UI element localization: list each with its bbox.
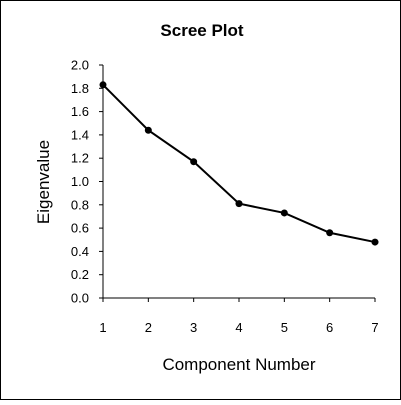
data-point bbox=[235, 200, 243, 208]
ticks-group: 0.0 0.2 0.4 0.6 0.8 1.0 1.2 1.4 1.6 1.8 2.0 1 2 3 4 5 6 7 bbox=[71, 58, 379, 336]
y-axis-label: Eigenvalue bbox=[34, 140, 53, 224]
data-point bbox=[326, 229, 334, 237]
y-tick-label: 0.2 bbox=[71, 267, 89, 282]
y-tick-label: 2.0 bbox=[71, 58, 89, 73]
y-tick-label: 1.2 bbox=[71, 151, 89, 166]
data-point bbox=[280, 209, 288, 217]
data-point bbox=[190, 158, 198, 166]
x-tick-label: 2 bbox=[145, 320, 152, 335]
y-tick-label: 0.0 bbox=[71, 291, 89, 306]
x-tick-label: 4 bbox=[235, 320, 242, 335]
y-tick-label: 1.4 bbox=[71, 127, 89, 142]
y-tick-label: 0.4 bbox=[71, 244, 89, 259]
data-point bbox=[371, 238, 379, 246]
x-tick-label: 5 bbox=[281, 320, 288, 335]
data-point bbox=[99, 81, 107, 89]
x-tick-label: 7 bbox=[371, 320, 378, 335]
y-tick-label: 1.0 bbox=[71, 174, 89, 189]
chart-title: Scree Plot bbox=[160, 21, 243, 40]
y-tick-label: 0.8 bbox=[71, 197, 89, 212]
y-tick-label: 1.6 bbox=[71, 104, 89, 119]
x-tick-label: 1 bbox=[99, 320, 106, 335]
x-tick-label: 6 bbox=[326, 320, 333, 335]
x-tick-label: 3 bbox=[190, 320, 197, 335]
x-axis-label: Component Number bbox=[162, 355, 315, 374]
series-group bbox=[99, 81, 379, 246]
y-tick-label: 1.8 bbox=[71, 81, 89, 96]
y-tick-label: 0.6 bbox=[71, 221, 89, 236]
data-point bbox=[144, 126, 152, 134]
